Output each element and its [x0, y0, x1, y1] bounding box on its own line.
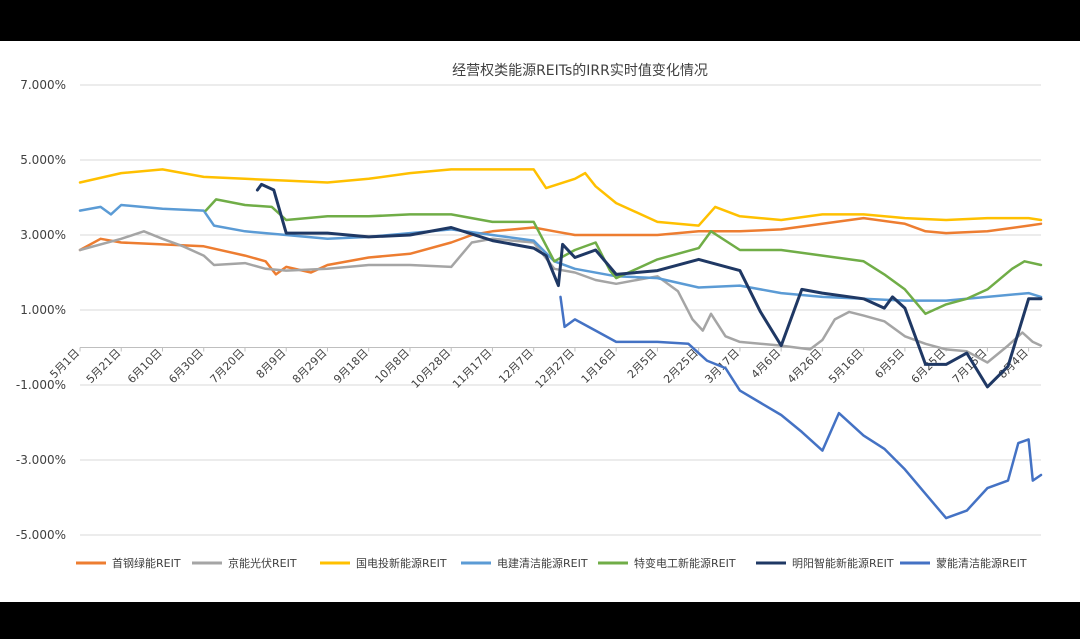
legend-entry: 京能光伏REIT [228, 556, 297, 570]
x-tick-label: 5月1日 [47, 346, 82, 381]
x-tick-label: 8月29日 [290, 346, 330, 386]
x-tick-label: 10月8日 [372, 346, 412, 386]
y-axis-tick-labels: 7.000% 5.000% 3.000% 1.000% -1.000% -3.000% -5… [16, 78, 66, 542]
series-line-3 [78, 203, 1043, 302]
x-axis-tick-labels: 5月1日 5月21日 6月10日 6月30日 7月20日 8月9日 8月29日 9月18日 10… [47, 346, 1041, 391]
x-tick-label: 6月25日 [909, 346, 949, 386]
x-tick-label: 6月5日 [872, 346, 907, 381]
legend-entry: 明阳智能新能源REIT [792, 556, 894, 570]
x-tick-label: 5月21日 [84, 346, 124, 386]
x-tick-label: 2月25日 [661, 346, 701, 386]
x-tick-label: 1月16日 [579, 346, 619, 386]
x-tick-label: 5月16日 [826, 346, 866, 386]
x-tick-label: 6月30日 [166, 346, 206, 386]
x-tick-label: 4月26日 [785, 346, 825, 386]
chart-panel: 经营权类能源REITs的IRR实时值变化情况 7.000% 5.000% 3.000… [0, 41, 1080, 602]
grid-lines [80, 84, 1041, 536]
x-tick-label: 10月28日 [409, 346, 454, 391]
y-tick-label: -5.000% [16, 528, 66, 542]
legend-entry: 电建清洁能源REIT [497, 556, 588, 570]
y-tick-label: -1.000% [16, 378, 66, 392]
legend-entry: 蒙能清洁能源REIT [936, 556, 1027, 570]
x-tick-label: 11月17日 [450, 346, 495, 391]
y-tick-label: 1.000% [20, 303, 66, 317]
series-line-2 [78, 168, 1043, 227]
irr-line-chart: 经营权类能源REITs的IRR实时值变化情况 7.000% 5.000% 3.000… [16, 63, 1043, 570]
series-line-4 [204, 198, 1043, 316]
x-tick-label: 7月20日 [208, 346, 248, 386]
legend-entry: 特变电工新能源REIT [634, 556, 736, 570]
legend-entry: 首钢绿能REIT [112, 556, 181, 570]
y-tick-label: 7.000% [20, 78, 66, 92]
x-tick-label: 4月6日 [749, 346, 784, 381]
x-tick-label: 8月9日 [254, 346, 289, 381]
series-lines [78, 168, 1043, 520]
x-tick-label: 2月5日 [625, 346, 660, 381]
chart-title: 经营权类能源REITs的IRR实时值变化情况 [452, 63, 708, 79]
x-tick-label: 9月18日 [331, 346, 371, 386]
series-line-5 [255, 182, 1043, 389]
series-line-6 [559, 295, 1043, 520]
series-line-0 [78, 216, 1043, 276]
x-tick-label: 12月7日 [496, 346, 536, 386]
y-tick-label: 5.000% [20, 153, 66, 167]
x-tick-label: 6月10日 [125, 346, 165, 386]
x-tick-label: 12月27日 [533, 346, 578, 391]
y-tick-label: -3.000% [16, 453, 66, 467]
y-tick-label: 3.000% [20, 228, 66, 242]
legend-entry: 国电投新能源REIT [356, 556, 447, 570]
legend: 首钢绿能REIT 京能光伏REIT 国电投新能源REIT 电建清洁能源REIT 特变电工… [76, 556, 1027, 570]
